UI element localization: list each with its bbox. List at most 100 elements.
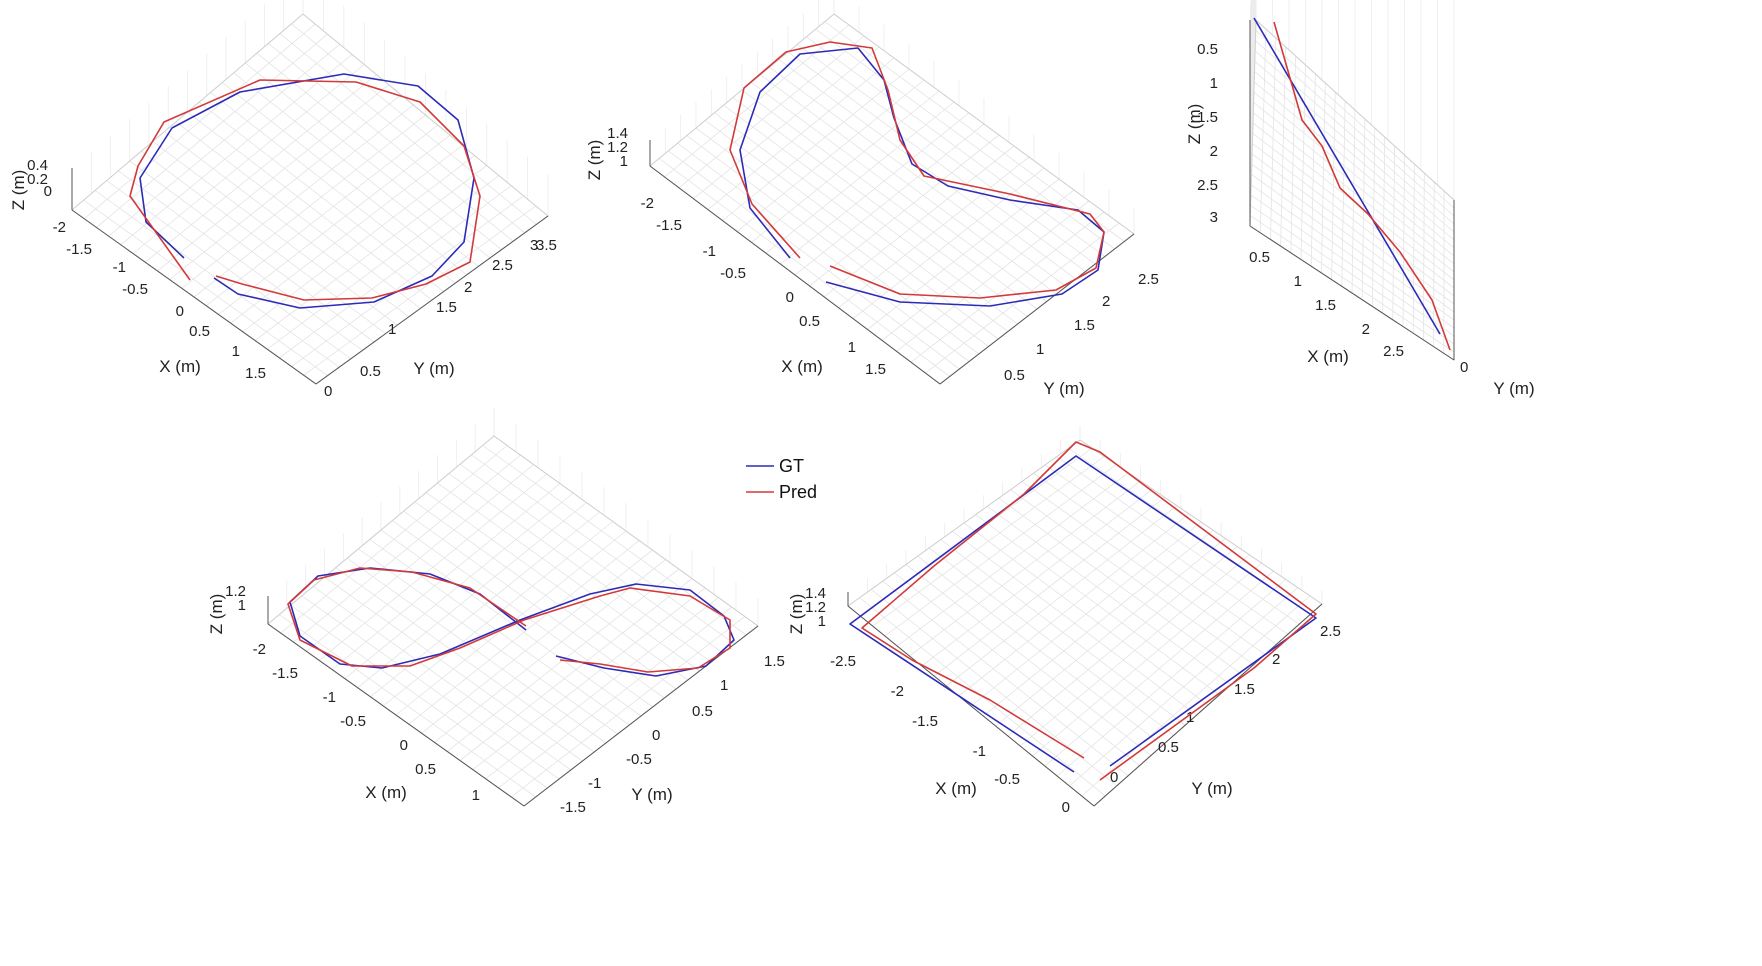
x-tick-label: -0.5	[340, 713, 366, 730]
gridline	[806, 36, 1106, 257]
gridline	[425, 492, 689, 681]
back-wall	[847, 426, 1323, 606]
gridline	[434, 559, 666, 743]
gridline	[787, 51, 1086, 272]
x-tick-label: -1.5	[912, 713, 938, 730]
x-tick-label: 0.5	[189, 323, 210, 340]
y-tick-label: 0.5	[1158, 739, 1179, 756]
gridline	[823, 145, 1015, 298]
x-tick-label: -1	[323, 689, 336, 706]
gridline	[1010, 489, 1254, 665]
z-tick-label: 0.2	[27, 171, 48, 188]
gridline	[1021, 481, 1266, 655]
z-axis-label: Z (m)	[787, 594, 806, 635]
x-tick-label: 1.5	[245, 365, 266, 382]
gridline	[459, 578, 693, 761]
x-tick-label: -2	[253, 641, 266, 658]
x-tick-label: -2	[891, 683, 904, 700]
x-tick-label: 0	[176, 303, 184, 320]
x-tick-label: -1.5	[66, 241, 92, 258]
y-tick-label: 1.5	[436, 299, 457, 316]
y-axis-line	[315, 215, 549, 385]
z-tick-label: 2	[1210, 143, 1218, 160]
gridline	[760, 74, 1057, 295]
chart-panel-2: -2-1.5-1-0.500.511.5 0.511.522.511.21.4X …	[585, 0, 1159, 398]
gridline	[809, 134, 1000, 287]
gridline	[256, 52, 502, 250]
gridline	[998, 497, 1243, 676]
back-wall	[1249, 0, 1455, 226]
x-tick-label: 2	[1362, 321, 1370, 338]
y-tick-label: -1.5	[560, 799, 586, 816]
gridline	[983, 529, 1214, 717]
legend-pred-label: Pred	[779, 482, 817, 502]
z-tick-label: 2.5	[1197, 177, 1218, 194]
y-tick-label: 0	[1460, 359, 1468, 376]
gridline	[975, 514, 1220, 696]
y-tick-label: 1	[1186, 709, 1194, 726]
x-tick-label: -1	[703, 243, 716, 260]
gridline	[1433, 181, 1435, 347]
gridline	[1081, 595, 1311, 797]
gridline	[867, 178, 1060, 330]
x-tick-label: -0.5	[994, 771, 1020, 788]
gridline	[1253, 112, 1455, 273]
y-axis-line	[939, 233, 1135, 385]
y-tick-label: 2.5	[1320, 623, 1341, 640]
gridline	[796, 44, 1096, 265]
gridline	[498, 606, 732, 789]
y-tick-label: 3	[530, 237, 538, 254]
y-tick-label: 2.5	[1138, 271, 1159, 288]
x-axis-line	[1249, 225, 1455, 361]
legend-gt-label: GT	[779, 456, 804, 476]
gridline	[472, 587, 706, 770]
series-pred-line	[129, 79, 481, 301]
gridline	[1423, 172, 1425, 340]
gridline	[1402, 154, 1405, 327]
x-tick-label: -2.5	[830, 653, 856, 670]
z-tick-label: 0.5	[1197, 41, 1218, 58]
gridline	[279, 33, 526, 234]
gridline	[1254, 60, 1455, 233]
y-tick-label: 0.5	[1004, 367, 1025, 384]
gridline	[291, 23, 537, 225]
series-gt-line	[1253, 17, 1441, 335]
y-tick-label: 0	[652, 727, 660, 744]
x-axis-line	[649, 165, 941, 385]
y-tick-label: 1.5	[1234, 681, 1255, 698]
gridline	[448, 473, 712, 663]
series-gt-line	[849, 455, 1317, 773]
gridline	[254, 165, 487, 341]
z-tick-label: 1.2	[607, 139, 628, 156]
chart-panel-1: -2-1.5-1-0.500.511.500.511.522.533.500.2…	[9, 0, 557, 400]
x-tick-label: -1	[973, 743, 986, 760]
x-tick-label: 0.5	[799, 313, 820, 330]
back-wall	[649, 0, 1135, 234]
gridline	[392, 520, 653, 708]
y-tick-label: 1.5	[1074, 317, 1095, 334]
z-tick-label: 1.2	[805, 599, 826, 616]
x-axis-label: X (m)	[159, 357, 201, 376]
y-tick-label: 2	[1272, 651, 1280, 668]
z-axis-label: Z (m)	[9, 170, 28, 211]
x-tick-label: 0.5	[415, 761, 436, 778]
x-axis-label: X (m)	[935, 779, 977, 798]
x-tick-label: -1	[113, 259, 126, 276]
z-tick-label: 3	[1210, 209, 1218, 226]
x-tick-label: 1.5	[865, 361, 886, 378]
z-axis-label: Z (m)	[207, 594, 226, 635]
y-tick-label: 1	[1036, 341, 1044, 358]
gridline	[266, 175, 500, 350]
grid	[847, 439, 1323, 807]
gridline	[896, 200, 1090, 352]
z-tick-label: 1.4	[805, 585, 826, 602]
y-tick-label: 2.5	[492, 257, 513, 274]
x-tick-label: -0.5	[122, 281, 148, 298]
gridline	[815, 28, 1115, 250]
gridline	[995, 538, 1226, 727]
series-pred-line	[729, 41, 1105, 299]
series-pred-line	[287, 567, 731, 673]
grid	[649, 13, 1135, 385]
x-tick-label: 1	[848, 339, 856, 356]
